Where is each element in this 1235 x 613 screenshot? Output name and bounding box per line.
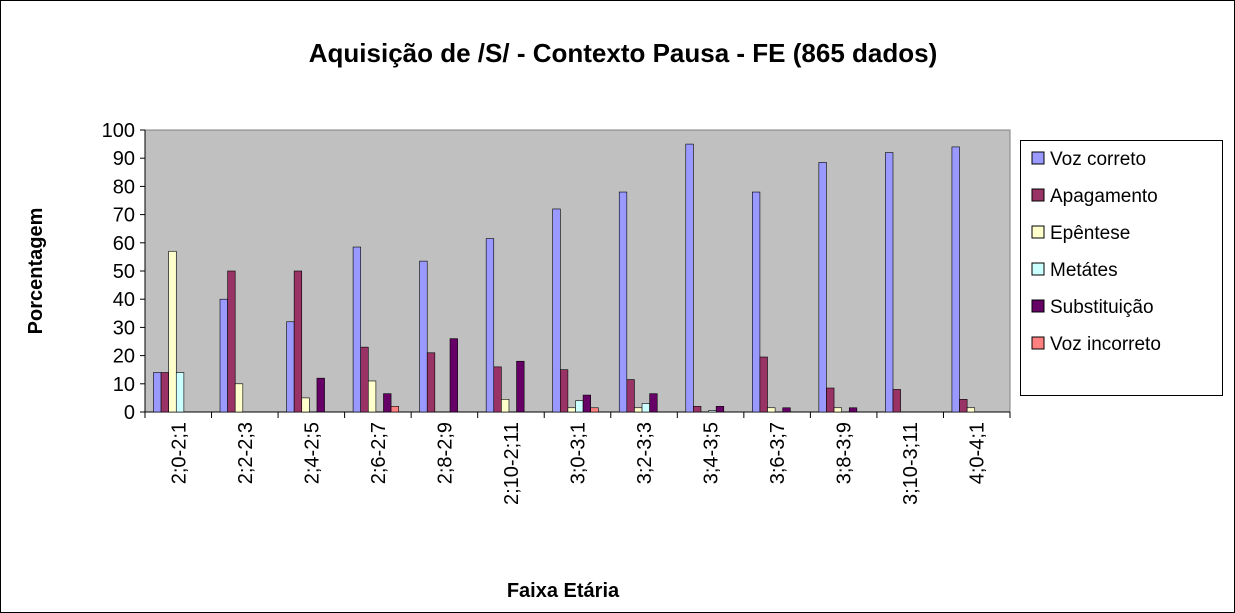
bar [227, 270, 236, 413]
bar [575, 400, 584, 413]
bar [782, 407, 791, 413]
legend-swatch [1031, 225, 1045, 239]
y-tick-label: 0 [124, 402, 135, 424]
y-tick-label: 70 [113, 205, 135, 227]
bar [316, 377, 325, 413]
x-tick-label: 4;0-4;1 [967, 422, 989, 484]
legend-swatch [1031, 262, 1045, 276]
bar [168, 250, 177, 413]
bar [582, 394, 591, 413]
y-axis-title: Porcentagem [25, 208, 47, 335]
x-tick-label: 3;6-3;7 [767, 422, 789, 484]
bar [767, 407, 776, 413]
bar [153, 372, 162, 413]
x-tick-label: 3;2-3;3 [634, 422, 656, 484]
bar [715, 406, 725, 413]
bar [885, 152, 894, 413]
plot-area [144, 129, 1011, 413]
x-tick-label: 3;4-3;5 [701, 422, 723, 484]
bar [383, 393, 392, 413]
bar [848, 407, 858, 413]
x-tick-label: 2;2-2;3 [235, 422, 257, 484]
bar [826, 387, 835, 413]
bar [219, 298, 228, 413]
y-tick-label: 30 [113, 317, 135, 339]
bar [352, 246, 361, 413]
x-tick-label: 2;4-2;5 [301, 422, 323, 484]
x-tick-label: 3;10-3;11 [900, 422, 922, 505]
legend-label: Voz incorreto [1050, 334, 1161, 355]
bar [175, 372, 185, 413]
bar [485, 238, 495, 413]
bar [552, 208, 561, 413]
x-tick-label: 2;6-2;7 [368, 422, 390, 484]
x-tick-label: 2;8-2;9 [434, 422, 456, 484]
y-tick-label: 80 [113, 176, 135, 198]
bar [493, 366, 502, 413]
bar [516, 360, 525, 413]
bar [634, 407, 643, 413]
bar [818, 162, 827, 413]
bar [685, 143, 694, 413]
chart-title: Aquisição de /S/ - Contexto Pausa - FE (… [309, 38, 937, 68]
bar [590, 407, 599, 413]
legend-label: Substituição [1050, 297, 1154, 318]
bar [426, 352, 436, 413]
bar [160, 372, 169, 413]
legend [1020, 140, 1223, 396]
bar [752, 191, 761, 413]
bar [301, 397, 310, 413]
bar [641, 403, 650, 413]
x-tick-label: 3;8-3;9 [834, 422, 856, 484]
bar [367, 380, 377, 413]
legend-swatch [1031, 151, 1045, 165]
legend-swatch [1031, 336, 1045, 350]
x-tick-label: 2;0-2;1 [168, 422, 190, 484]
bar [234, 383, 244, 413]
bar [419, 260, 428, 413]
bar [649, 393, 658, 413]
legend-label: Metátes [1050, 260, 1118, 281]
x-tick-label: 2;10-2;11 [501, 422, 523, 505]
legend-label: Epêntese [1050, 223, 1130, 244]
bar [833, 407, 842, 413]
bar [693, 406, 702, 413]
bar [966, 407, 976, 413]
legend-swatch [1031, 299, 1045, 313]
x-tick-label: 3;0-3;1 [568, 422, 590, 484]
x-axis-title: Faixa Etária [507, 580, 620, 602]
legend-label: Apagamento [1050, 186, 1158, 207]
bar [618, 191, 628, 413]
y-tick-label: 20 [113, 346, 135, 368]
y-tick-label: 10 [113, 374, 135, 396]
y-tick-label: 90 [113, 148, 135, 170]
bar [951, 146, 960, 413]
bar [449, 338, 458, 413]
y-tick-label: 50 [113, 261, 135, 283]
bar [892, 389, 901, 413]
bar [759, 356, 768, 413]
bar [567, 407, 576, 413]
bar [959, 399, 968, 413]
bar [626, 379, 635, 413]
bar [390, 406, 399, 413]
bar [708, 410, 717, 413]
bar [286, 321, 295, 413]
y-tick-label: 40 [113, 289, 135, 311]
bar [559, 369, 569, 413]
bar [501, 399, 510, 413]
y-tick-label: 60 [113, 233, 135, 255]
bar [293, 270, 303, 413]
legend-label: Voz correto [1050, 149, 1146, 170]
y-tick-label: 100 [102, 120, 135, 142]
bar [360, 346, 369, 413]
legend-swatch [1031, 188, 1045, 202]
